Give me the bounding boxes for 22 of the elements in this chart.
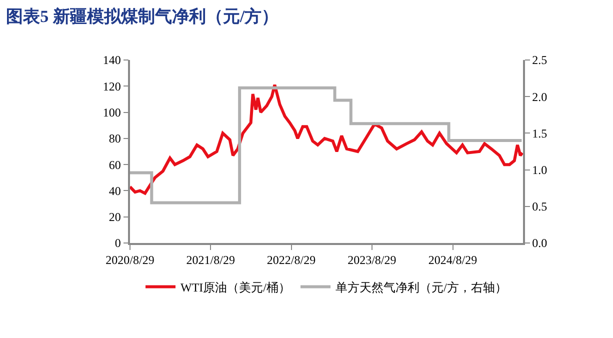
y-tick-label: 40: [108, 184, 121, 198]
x-tick-label: 2023/8/29: [348, 253, 396, 268]
y2-tick-label: 0.5: [532, 200, 548, 214]
x-tick-label: 2020/8/29: [106, 253, 154, 268]
y-tick-label: 100: [102, 105, 121, 120]
legend-label: 单方天然气净利（元/方，右轴）: [336, 280, 507, 294]
y-tick-label: 60: [108, 158, 121, 172]
y2-tick-label: 2.5: [532, 53, 548, 68]
y-tick-label: 80: [108, 132, 121, 146]
y2-tick-label: 1.5: [532, 126, 548, 140]
x-tick-label: 2022/8/29: [266, 253, 316, 268]
y2-tick-label: 0.0: [532, 236, 548, 250]
y-tick-label: 0: [114, 236, 121, 250]
y-tick-label: 120: [102, 79, 121, 94]
y2-tick-label: 1.0: [532, 163, 548, 177]
y2-tick-label: 2.0: [532, 90, 548, 104]
y-tick-label: 140: [102, 53, 121, 68]
legend-label: WTI原油（美元/桶）: [180, 280, 290, 294]
x-tick-label: 2021/8/29: [186, 253, 235, 268]
x-tick-label: 2024/8/29: [428, 253, 478, 268]
y-tick-label: 20: [108, 210, 121, 224]
chart-title: 图表5 新疆模拟煤制气净利（元/方）: [6, 7, 279, 26]
